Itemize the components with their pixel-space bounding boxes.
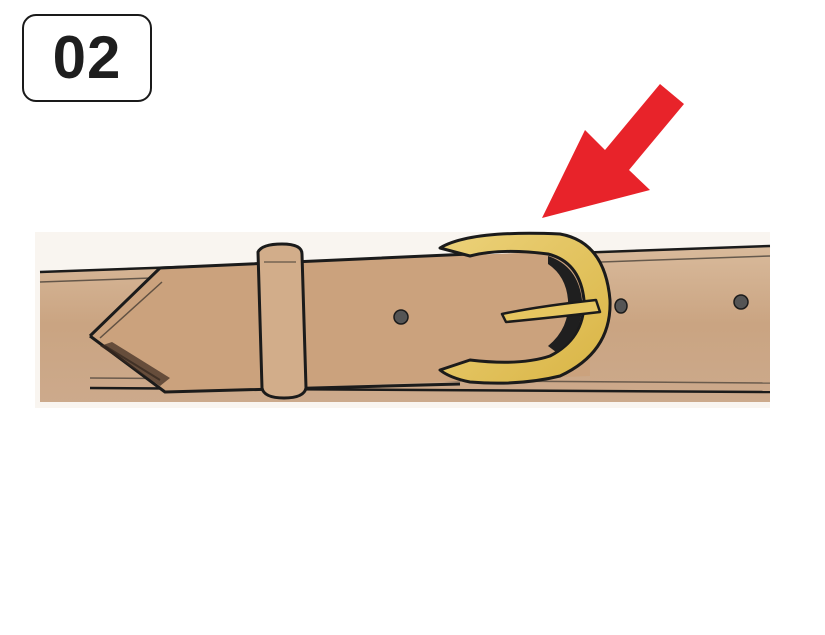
step-number: 02 bbox=[52, 24, 122, 91]
step-number-badge: 02 bbox=[22, 14, 152, 102]
buckle bbox=[438, 231, 612, 385]
belt-hole bbox=[393, 309, 409, 325]
arrow-down-left-icon bbox=[542, 84, 684, 218]
belt-holes bbox=[393, 294, 749, 325]
belt-tip bbox=[88, 250, 590, 394]
belt-hole bbox=[614, 298, 628, 314]
belt-loop bbox=[256, 242, 308, 400]
belt-hole bbox=[733, 294, 749, 310]
